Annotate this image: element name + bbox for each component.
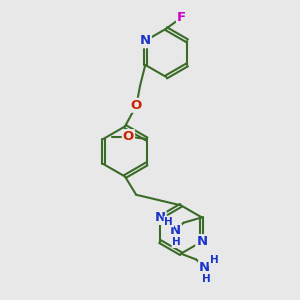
Text: O: O bbox=[131, 99, 142, 112]
Text: N: N bbox=[170, 224, 181, 238]
Text: H: H bbox=[209, 255, 218, 266]
Text: N: N bbox=[196, 235, 207, 248]
Text: H: H bbox=[164, 217, 173, 226]
Text: O: O bbox=[123, 130, 134, 143]
Text: H: H bbox=[172, 237, 181, 247]
Text: N: N bbox=[199, 261, 210, 274]
Text: N: N bbox=[154, 211, 166, 224]
Text: F: F bbox=[177, 11, 186, 24]
Text: N: N bbox=[140, 34, 151, 47]
Text: H: H bbox=[202, 274, 210, 284]
